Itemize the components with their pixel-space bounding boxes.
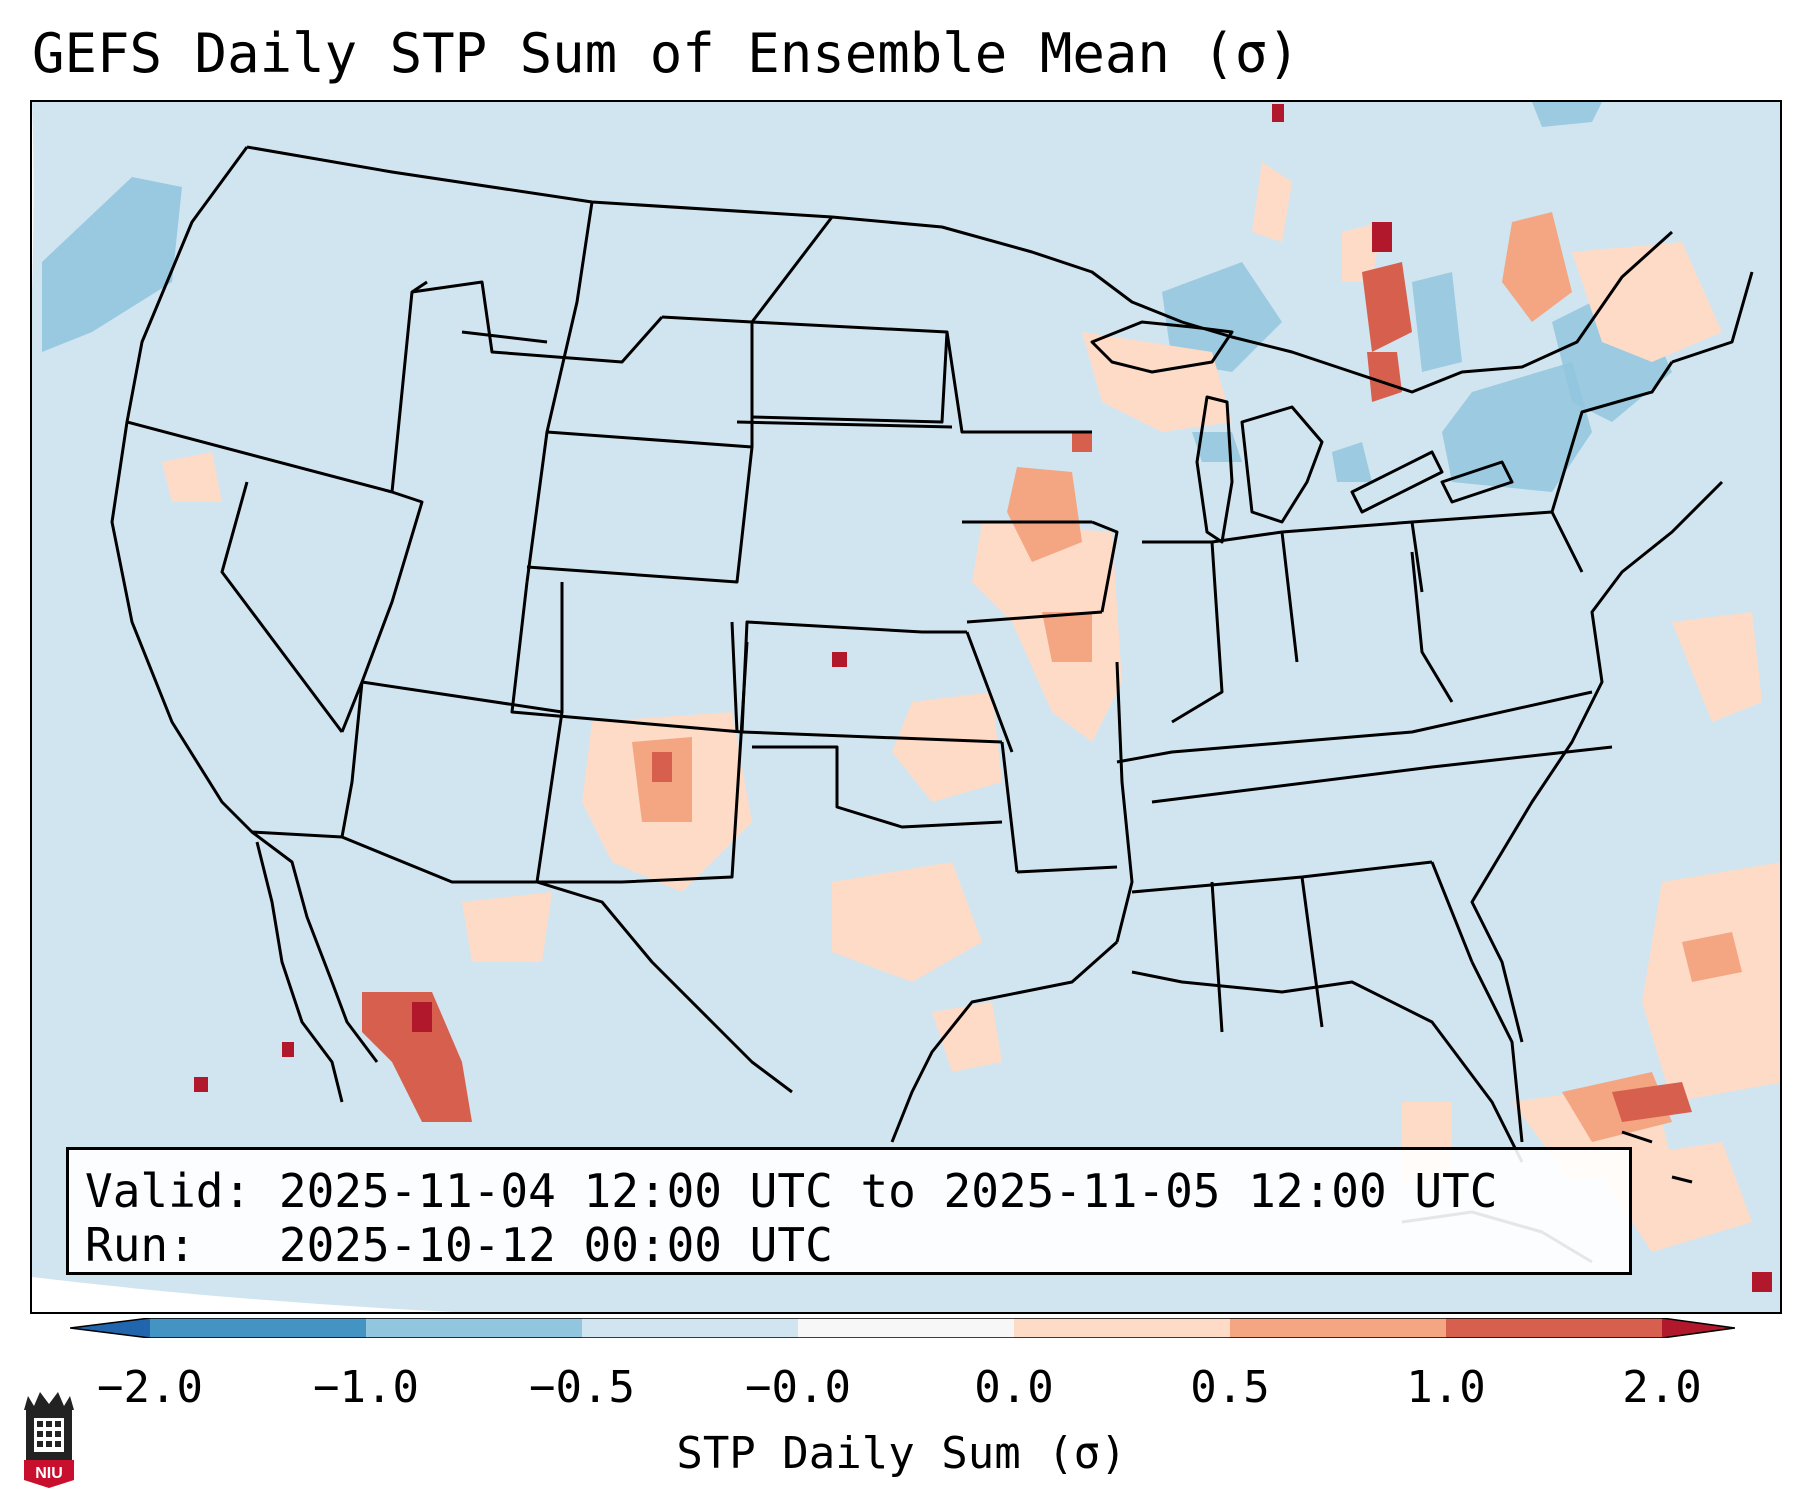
colorbar-tick: 0.5 (1190, 1362, 1270, 1413)
niu-logo: NIU (24, 1392, 74, 1488)
valid-value: 2025-11-04 12:00 UTC to 2025-11-05 12:00… (278, 1164, 1498, 1218)
colorbar (70, 1318, 1735, 1338)
map-svg (32, 102, 1780, 1312)
projection-edge (32, 1277, 454, 1312)
boundary-lines (110, 145, 1754, 1264)
colorbar-segment (582, 1318, 798, 1338)
anomaly-patches (42, 102, 1780, 1292)
colorbar-tick: −0.0 (745, 1362, 851, 1413)
colorbar-segment (150, 1318, 366, 1338)
map-title: GEFS Daily STP Sum of Ensemble Mean (σ) (32, 22, 1300, 85)
valid-run-infobox: Valid: 2025-11-04 12:00 UTC to 2025-11-0… (66, 1147, 1632, 1275)
colorbar-tick: −0.5 (529, 1362, 635, 1413)
colorbar-label: STP Daily Sum (σ) (676, 1428, 1127, 1479)
colorbar-segment (1446, 1318, 1662, 1338)
colorbar-tick: 0.0 (974, 1362, 1054, 1413)
colorbar-extend-low (70, 1318, 150, 1338)
colorbar-segment (366, 1318, 582, 1338)
run-label: Run: (85, 1218, 196, 1272)
colorbar-tick: −1.0 (313, 1362, 419, 1413)
colorbar-segment (1230, 1318, 1446, 1338)
valid-label: Valid: (85, 1164, 252, 1218)
logo-text: NIU (35, 1465, 63, 1482)
colorbar-segment (1014, 1318, 1230, 1338)
colorbar-tick: −2.0 (97, 1362, 203, 1413)
run-value: 2025-10-12 00:00 UTC (278, 1218, 833, 1272)
colorbar-extend-high (1662, 1318, 1735, 1338)
colorbar-segment (798, 1318, 1014, 1338)
map-panel[interactable] (30, 100, 1782, 1314)
colorbar-tick: 2.0 (1622, 1362, 1702, 1413)
colorbar-tick: 1.0 (1406, 1362, 1486, 1413)
